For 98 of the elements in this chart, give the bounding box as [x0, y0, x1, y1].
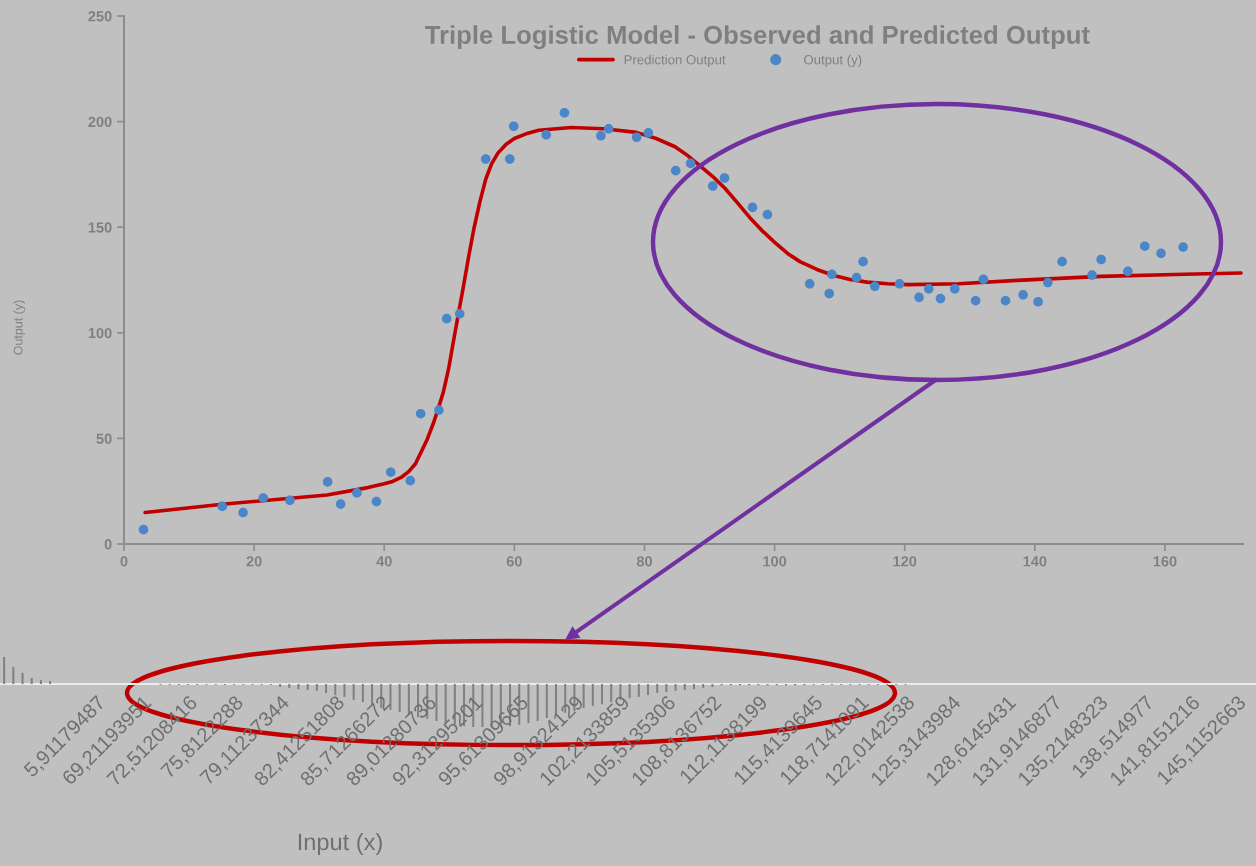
point [1123, 266, 1133, 277]
y-tick-label: 150 [88, 222, 112, 233]
point [352, 488, 362, 498]
bar [3, 656, 6, 684]
point [508, 121, 519, 132]
point [1096, 254, 1106, 265]
point [441, 313, 452, 324]
bar [656, 684, 659, 694]
x-tick-label: 120 [893, 556, 917, 567]
bar [683, 684, 686, 691]
point [1178, 242, 1188, 252]
point [827, 269, 837, 280]
bar [692, 684, 696, 690]
point [1139, 241, 1150, 252]
y-tick-label: 50 [96, 433, 112, 444]
bar [49, 680, 52, 684]
x-axis-title: Input (x) [298, 833, 382, 856]
line-series [143, 125, 1243, 515]
point [371, 496, 382, 507]
bar [315, 684, 318, 691]
point [541, 130, 552, 140]
point [603, 123, 614, 134]
point [894, 278, 905, 289]
bar [297, 684, 300, 690]
point [1018, 289, 1028, 300]
legend-label: Prediction Output [624, 54, 726, 68]
x-tick-label: 20 [246, 556, 262, 567]
y-tick-label: 100 [88, 327, 112, 339]
point [322, 477, 333, 487]
point [762, 209, 773, 220]
point [217, 501, 228, 512]
point [631, 132, 642, 143]
x-tick-label: 0 [120, 556, 128, 567]
point [504, 154, 515, 164]
point [1000, 295, 1011, 306]
point [405, 475, 416, 486]
point [596, 130, 606, 141]
y-tick-label: 0 [104, 539, 112, 550]
point [1156, 248, 1166, 259]
legend-label: Output (y) [804, 54, 862, 68]
point [914, 292, 924, 303]
bar [12, 666, 15, 684]
point [1033, 296, 1043, 307]
point [138, 524, 149, 535]
x-tick-label: 100 [763, 556, 787, 567]
point [1057, 256, 1067, 267]
point [935, 293, 946, 304]
point [707, 181, 718, 191]
point [978, 274, 989, 285]
point [719, 173, 730, 183]
point [238, 507, 248, 518]
x-tick-label: 140 [1023, 556, 1047, 567]
point [804, 278, 815, 289]
point [747, 202, 758, 213]
y-axis-title: Output (y) [13, 300, 25, 355]
x-tick-label: 80 [636, 556, 652, 567]
bar [21, 672, 24, 684]
chart-title: Triple Logistic Model - Observed and Predicted Output [425, 25, 1090, 50]
bar [30, 677, 33, 684]
bar [334, 684, 337, 696]
bar [702, 684, 705, 688]
point [434, 405, 444, 415]
point [415, 408, 426, 419]
x-tick-label: 40 [376, 556, 392, 567]
bar [674, 684, 677, 691]
point [949, 284, 960, 294]
bar [637, 684, 640, 697]
bar [279, 684, 282, 688]
point [869, 281, 880, 292]
bar [646, 684, 650, 696]
bar [306, 684, 309, 691]
bar [325, 684, 328, 694]
point [454, 308, 465, 319]
bar [39, 680, 42, 684]
bar [665, 684, 668, 693]
point [970, 295, 981, 306]
point [559, 107, 570, 118]
bar [343, 684, 346, 697]
point [824, 288, 835, 299]
point [385, 467, 396, 477]
point [923, 284, 934, 294]
point [1043, 277, 1053, 288]
point [1087, 270, 1097, 280]
point [285, 495, 295, 506]
point [643, 127, 654, 138]
point [258, 493, 269, 503]
bar [711, 684, 714, 688]
y-tick-label: 250 [88, 11, 112, 22]
bar [288, 684, 291, 688]
point [858, 256, 868, 267]
x-tick-label: 60 [506, 556, 522, 567]
point [685, 158, 696, 169]
y-tick-label: 200 [88, 116, 112, 128]
point [480, 154, 491, 164]
point [851, 272, 862, 283]
point [335, 499, 346, 509]
point [670, 165, 681, 176]
x-tick-label: 160 [1153, 556, 1177, 567]
